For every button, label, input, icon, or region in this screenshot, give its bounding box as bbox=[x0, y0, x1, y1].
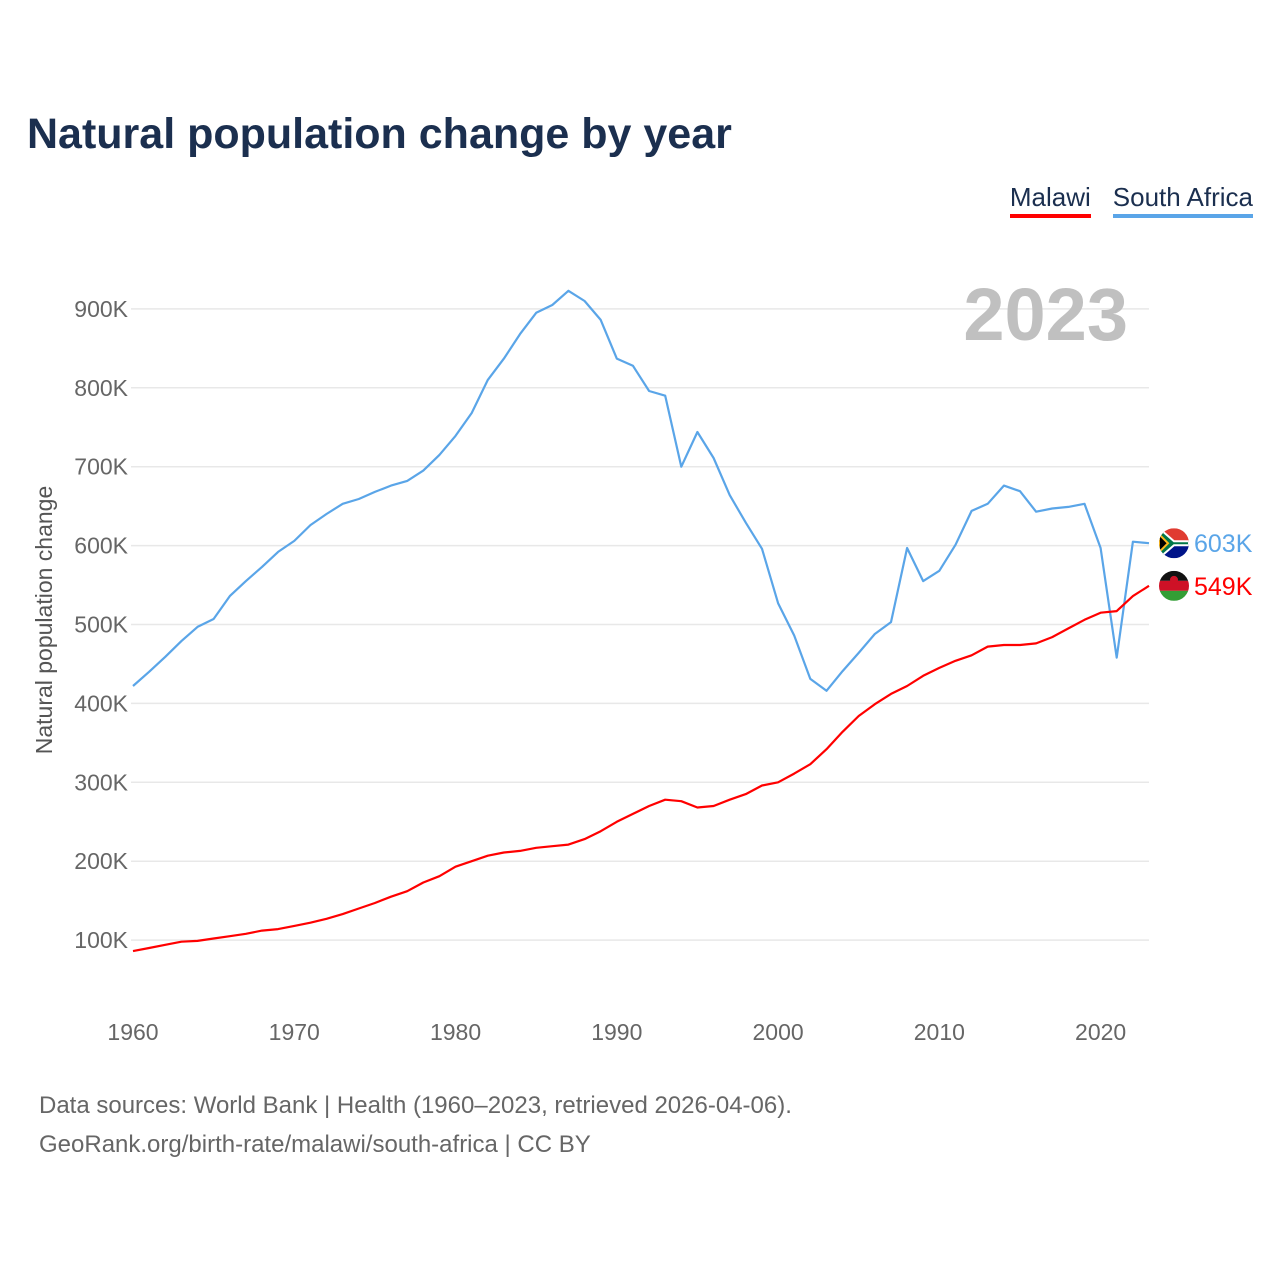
flag-stripe bbox=[1159, 580, 1189, 591]
x-tick-label: 1970 bbox=[269, 1019, 320, 1045]
x-tick-label: 2020 bbox=[1075, 1019, 1126, 1045]
series-line-malawi bbox=[132, 584, 1150, 953]
x-tick-label: 1980 bbox=[430, 1019, 481, 1045]
y-tick-label: 300K bbox=[74, 769, 128, 795]
malawi-flag-icon bbox=[1159, 570, 1189, 601]
south-africa-flag-icon bbox=[1159, 528, 1189, 559]
flag-body bbox=[1159, 528, 1189, 559]
legend-item-malawi[interactable]: Malawi bbox=[1009, 182, 1091, 218]
footer: Data sources: World Bank | Health (1960–… bbox=[39, 1086, 792, 1164]
y-tick-label: 600K bbox=[74, 533, 128, 559]
y-tick-label: 400K bbox=[74, 690, 128, 716]
y-tick-label: 200K bbox=[74, 848, 128, 874]
x-tick-label: 2010 bbox=[914, 1019, 965, 1045]
legend: Malawi South Africa bbox=[1009, 182, 1253, 218]
year-watermark: 2023 bbox=[963, 273, 1128, 356]
flag-body bbox=[1159, 570, 1189, 601]
y-axis-label: Natural population change bbox=[31, 486, 57, 755]
x-tick-label: 2000 bbox=[752, 1019, 803, 1045]
data-source-text: Data sources: World Bank | Health (1960–… bbox=[39, 1092, 792, 1119]
y-tick-label: 700K bbox=[74, 454, 128, 480]
attribution-link[interactable]: GeoRank.org/birth-rate/malawi/south-afri… bbox=[39, 1131, 591, 1158]
y-tick-label: 900K bbox=[74, 296, 128, 322]
flag-triangle bbox=[1159, 531, 1170, 555]
x-tick-label: 1960 bbox=[107, 1019, 158, 1045]
flag-sun bbox=[1170, 575, 1178, 584]
x-tick-label: 1990 bbox=[591, 1019, 642, 1045]
end-value-label: 603K bbox=[1194, 530, 1253, 558]
y-tick-label: 100K bbox=[74, 927, 128, 953]
flag-pall bbox=[1159, 528, 1189, 559]
y-tick-label: 500K bbox=[74, 612, 128, 638]
chart-title: Natural population change by year bbox=[27, 110, 732, 158]
series-line-south-africa bbox=[132, 289, 1150, 692]
y-tick-label: 800K bbox=[74, 375, 128, 401]
legend-item-south-africa[interactable]: South Africa bbox=[1112, 182, 1253, 218]
end-value-label: 549K bbox=[1194, 573, 1253, 601]
flag-stripe bbox=[1159, 590, 1189, 601]
